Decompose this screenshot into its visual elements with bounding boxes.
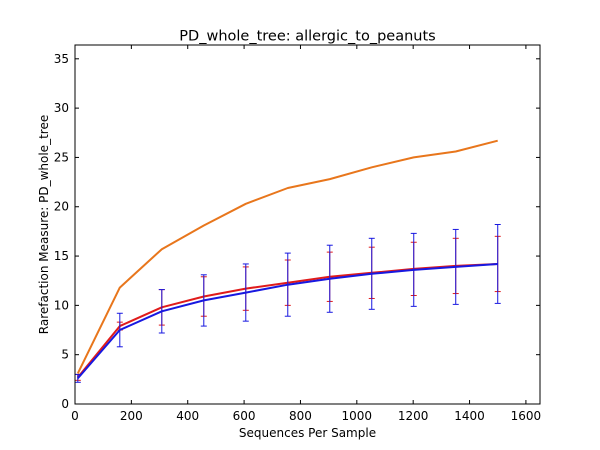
x-tick-label-4: 800 — [289, 409, 312, 423]
x-tick-label-7: 1400 — [454, 409, 485, 423]
x-tick-label-1: 200 — [120, 409, 143, 423]
x-tick-label-0: 0 — [71, 409, 79, 423]
x-tick-label-8: 1600 — [511, 409, 542, 423]
series-layer — [74, 139, 501, 383]
plot-frame — [74, 44, 541, 405]
x-tick-label-3: 600 — [233, 409, 256, 423]
x-axis-label: Sequences Per Sample — [239, 426, 376, 440]
y-tick-label-1: 5 — [61, 348, 69, 362]
series-0-line — [76, 139, 498, 374]
x-tick-label-5: 1000 — [342, 409, 373, 423]
y-tick-label-4: 20 — [54, 200, 69, 214]
x-tick-label-6: 1200 — [398, 409, 429, 423]
y-axis-label: Rarefaction Measure: PD_whole_tree — [37, 115, 51, 334]
y-tick-label-3: 15 — [54, 249, 69, 263]
y-tick-label-5: 25 — [54, 150, 69, 164]
y-tick-label-6: 30 — [54, 101, 69, 115]
x-tick-label-2: 400 — [176, 409, 199, 423]
y-tick-label-2: 10 — [54, 298, 69, 312]
series-0 — [76, 139, 498, 374]
y-tick-label-0: 0 — [61, 397, 69, 411]
tick-layer: 0 200 400 600 800 1000 1200 1400 1600 0 5 10 15 20 25 3… — [54, 45, 541, 423]
y-tick-label-7: 35 — [54, 52, 69, 66]
series-2 — [74, 224, 501, 383]
series-2-line — [77, 263, 498, 380]
chart-title: PD_whole_tree: allergic_to_peanuts — [179, 29, 435, 45]
